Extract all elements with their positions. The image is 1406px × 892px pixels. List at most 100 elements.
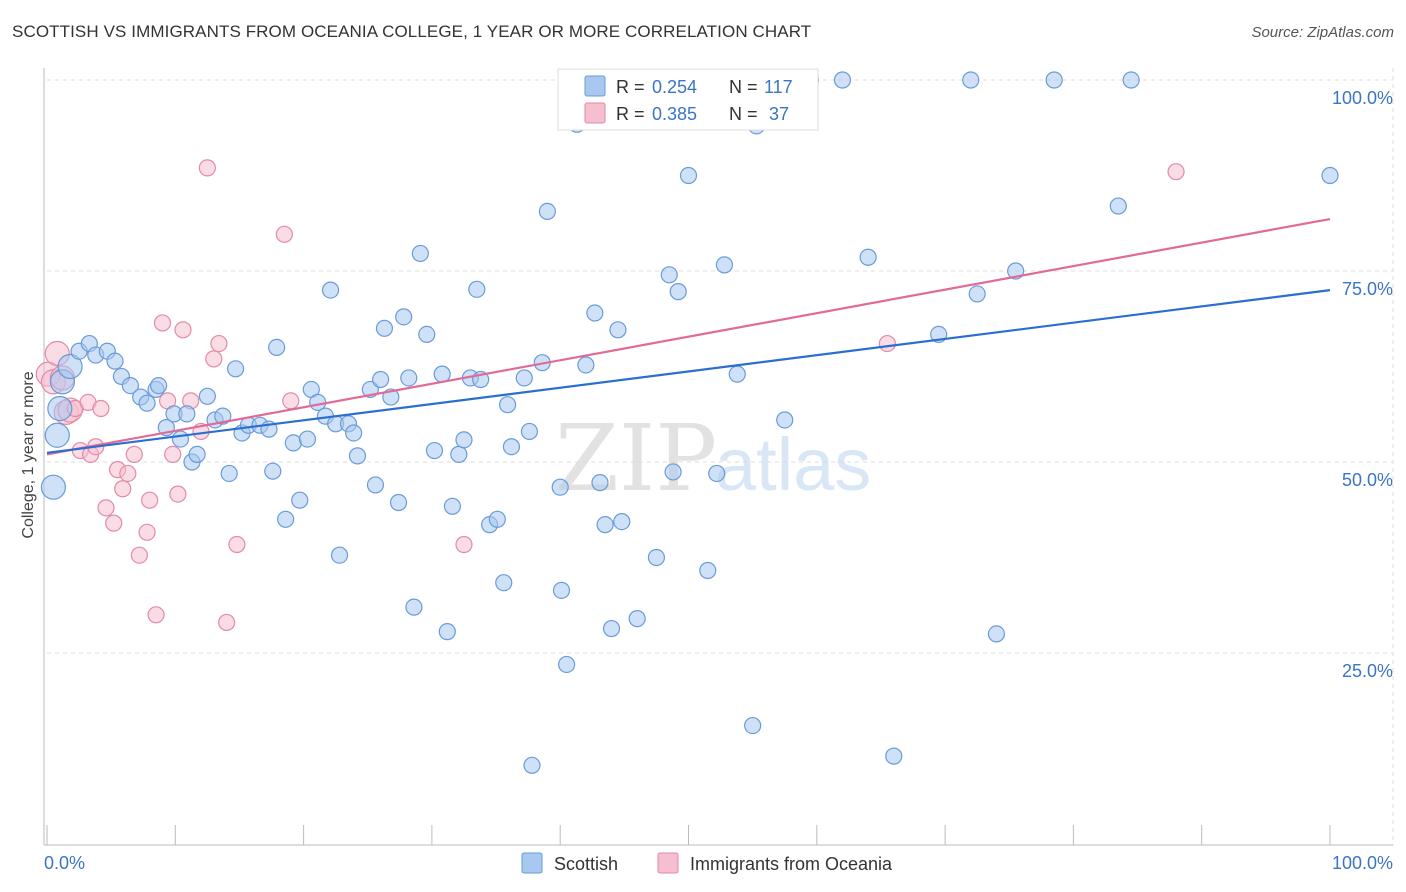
oceania-point — [125, 445, 143, 463]
scottish-point — [647, 548, 666, 567]
scottish-point — [188, 445, 206, 463]
scottish-point — [345, 424, 363, 442]
scottish-point — [885, 747, 903, 765]
oceania-point — [153, 314, 172, 332]
scottish-point — [198, 387, 216, 405]
scottish-point — [609, 321, 627, 339]
scottish-point — [284, 434, 302, 452]
scottish-point — [138, 394, 156, 412]
scottish-point — [405, 598, 423, 616]
scottish-point — [1109, 197, 1127, 215]
legend-swatch-scottish — [584, 75, 606, 97]
scottish-point — [264, 462, 282, 480]
scottish-point — [728, 365, 746, 383]
scottish-point — [443, 497, 462, 515]
scottish-point — [400, 369, 418, 387]
legend-r-value-oceania: 0.385 — [652, 104, 697, 124]
scottish-point — [366, 476, 385, 494]
scottish-points — [40, 71, 1339, 774]
scottish-point — [679, 166, 698, 185]
scottish-point — [395, 308, 413, 326]
x-tick-label-max: 100.0% — [1332, 853, 1393, 873]
scottish-point — [418, 325, 436, 344]
series-legend-label-scottish: Scottish — [554, 854, 618, 874]
scottish-point — [450, 445, 468, 463]
scottish-point — [602, 619, 621, 638]
source-label: Source: ZipAtlas.com — [1251, 24, 1394, 41]
scottish-point — [40, 474, 67, 500]
chart-title: SCOTTISH VS IMMIGRANTS FROM OCEANIA COLL… — [12, 22, 812, 41]
scottish-point — [591, 474, 609, 492]
trend-lines — [46, 217, 1331, 456]
scottish-point — [515, 369, 533, 387]
series-legend: Scottish Immigrants from Oceania — [521, 852, 893, 874]
scottish-point — [586, 304, 604, 322]
scottish-point — [613, 512, 631, 531]
scottish-point — [227, 360, 245, 378]
scottish-point — [371, 370, 390, 389]
oceania-point — [164, 445, 182, 463]
oceania-point — [141, 491, 159, 509]
oceania-point — [275, 225, 293, 243]
oceania-point — [282, 392, 300, 410]
oceania-point — [218, 613, 236, 632]
scottish-point — [708, 464, 726, 483]
scottish-point — [106, 352, 124, 370]
legend-n-value-scottish: 117 — [764, 77, 793, 97]
scottish-point — [628, 610, 646, 628]
series-legend-swatch-scottish — [521, 852, 543, 874]
y-tick-label-50: 50.0% — [1342, 470, 1393, 490]
scottish-point — [1122, 71, 1140, 89]
oceania-point — [147, 606, 165, 624]
scottish-point — [488, 510, 506, 528]
legend-n-value-oceania: 37 — [769, 104, 789, 124]
scottish-point — [277, 510, 295, 528]
scottish-point — [348, 447, 367, 465]
scottish-point — [375, 319, 394, 337]
scottish-point — [150, 377, 168, 395]
scottish-point — [987, 625, 1006, 643]
scottish-point — [495, 574, 513, 592]
oceania-point — [198, 159, 216, 177]
oceania-point — [455, 535, 473, 554]
scottish-point — [47, 395, 73, 422]
scottish-point — [291, 491, 309, 509]
scottish-point — [538, 202, 556, 221]
scottish-point — [438, 623, 456, 641]
scottish-point — [1321, 166, 1339, 185]
oceania-point — [92, 399, 110, 418]
series-legend-label-oceania: Immigrants from Oceania — [690, 854, 893, 874]
legend-swatch-oceania — [584, 102, 606, 124]
x-tick-label-min: 0.0% — [44, 853, 85, 873]
scottish-point — [833, 71, 852, 89]
oceania-point — [114, 480, 132, 498]
scottish-point — [660, 266, 678, 284]
scottish-point — [744, 716, 762, 735]
scottish-point — [962, 71, 980, 89]
scottish-point — [220, 464, 238, 483]
oceania-point — [228, 535, 246, 554]
scottish-point — [715, 256, 734, 274]
watermark: ZIP atlas — [555, 405, 871, 512]
scottish-point — [776, 411, 794, 429]
scottish-trend-line — [46, 289, 1331, 454]
oceania-point — [130, 546, 148, 564]
y-axis-label: College, 1 year or more — [20, 371, 37, 538]
scottish-point — [596, 516, 614, 534]
scottish-point — [551, 478, 569, 496]
scottish-point — [502, 438, 521, 456]
oceania-point — [169, 485, 187, 503]
scottish-point — [455, 431, 473, 449]
scottish-point — [558, 655, 576, 674]
scottish-point — [44, 422, 70, 448]
scottish-point — [468, 280, 486, 298]
scottish-point — [178, 405, 196, 423]
oceania-point — [1167, 163, 1185, 181]
legend-r-label-scottish: R = — [616, 77, 645, 97]
scottish-point — [699, 561, 717, 580]
scottish-point — [298, 430, 317, 448]
y-tick-label-75: 75.0% — [1342, 279, 1393, 299]
scottish-point — [859, 248, 877, 266]
watermark-atlas: atlas — [715, 423, 871, 506]
scottish-point — [57, 353, 83, 380]
